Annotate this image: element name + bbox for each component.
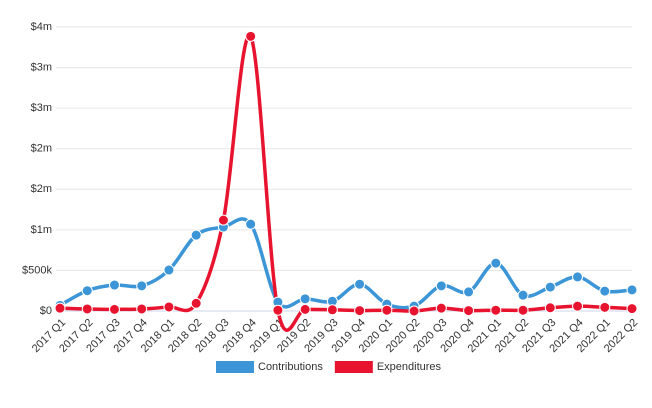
y-tick-label: $1m	[31, 224, 52, 236]
data-point	[626, 303, 638, 315]
data-point	[326, 304, 338, 316]
data-point	[299, 303, 311, 315]
y-tick-label: $2m	[31, 143, 52, 155]
data-point	[408, 305, 420, 317]
data-point	[354, 305, 366, 317]
data-point	[381, 304, 393, 316]
y-tick-label: $2m	[31, 183, 52, 195]
y-tick-label: $500k	[22, 264, 52, 276]
data-point	[490, 257, 502, 269]
data-point	[136, 280, 148, 292]
data-point	[190, 297, 202, 309]
data-point	[435, 302, 447, 314]
data-point	[544, 281, 556, 293]
data-point	[245, 218, 257, 230]
data-point	[190, 229, 202, 241]
data-point	[54, 302, 66, 314]
data-point	[599, 301, 611, 313]
data-point	[517, 304, 529, 316]
data-point	[626, 284, 638, 296]
data-point	[490, 304, 502, 316]
legend-swatch	[216, 361, 254, 373]
data-point	[245, 30, 257, 42]
data-point	[599, 285, 611, 297]
data-point	[354, 278, 366, 290]
legend-swatch	[334, 361, 373, 373]
data-point	[572, 300, 584, 312]
y-tick-label: $3m	[31, 61, 52, 73]
series-line	[59, 217, 633, 310]
data-point	[435, 280, 447, 292]
legend-label: Expenditures	[377, 361, 442, 373]
legend-label: Contributions	[258, 361, 323, 373]
y-tick-label: $4m	[31, 21, 52, 33]
data-point	[572, 271, 584, 283]
data-point	[163, 264, 175, 276]
data-point	[81, 303, 93, 315]
y-tick-label: $3m	[31, 102, 52, 114]
data-point	[108, 279, 120, 291]
data-point	[463, 286, 475, 298]
data-point	[136, 303, 148, 315]
data-point	[163, 301, 175, 313]
data-point	[544, 302, 556, 314]
data-point	[108, 303, 120, 315]
data-point	[517, 289, 529, 301]
data-point	[299, 293, 311, 305]
data-point	[272, 304, 284, 316]
data-point	[217, 214, 229, 226]
data-point	[81, 285, 93, 297]
data-point	[463, 305, 475, 317]
y-tick-label: $0	[40, 305, 52, 317]
